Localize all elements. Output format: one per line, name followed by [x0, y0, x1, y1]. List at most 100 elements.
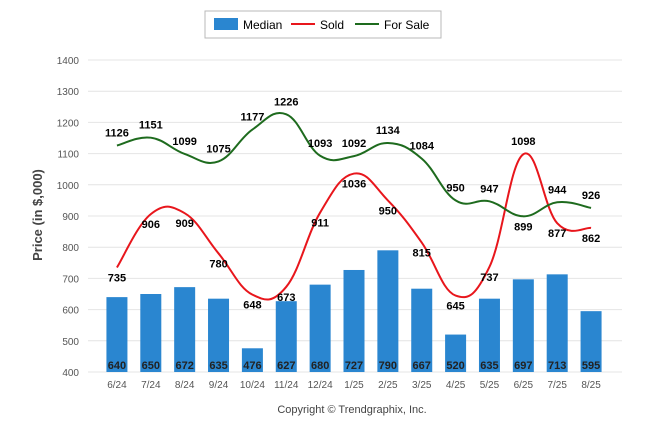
median-bar-label-2: 672 — [175, 360, 193, 372]
legend-label-for-sale: For Sale — [384, 18, 430, 32]
copyright-text: Copyright © Trendgraphix, Inc. — [277, 404, 426, 416]
x-tick-label-7-24: 7/24 — [141, 380, 161, 391]
median-bar-12 — [512, 279, 534, 372]
y-tick-label-800: 800 — [62, 243, 79, 254]
sold-label-13: 877 — [548, 228, 566, 240]
x-tick-label-8-25: 8/25 — [581, 380, 601, 391]
legend-label-median: Median — [243, 18, 282, 32]
sold-label-11: 737 — [480, 272, 498, 284]
x-tick-label-6-24: 6/24 — [107, 380, 127, 391]
x-tick-label-8-24: 8/24 — [175, 380, 195, 391]
median-bar-11 — [478, 298, 500, 372]
sold-label-2: 909 — [175, 218, 193, 230]
median-bar-10 — [445, 334, 467, 372]
x-tick-label-9-24: 9/24 — [209, 380, 229, 391]
sold-label-8: 950 — [379, 205, 397, 217]
median-bar-label-8: 790 — [379, 360, 397, 372]
y-tick-label-1100: 1100 — [57, 150, 79, 161]
x-tick-label-6-25: 6/25 — [514, 380, 534, 391]
median-bar-7 — [343, 269, 365, 372]
x-axis-ticks: 6/24 7/24 8/24 9/24 10/24 11/24 12/24 1/25 2/25 3… — [107, 380, 601, 391]
y-tick-label-600: 600 — [62, 306, 79, 317]
x-tick-label-7-25: 7/25 — [547, 380, 567, 391]
sold-line — [116, 152, 592, 301]
sold-label-10: 645 — [446, 301, 464, 313]
median-bar-1 — [140, 294, 162, 372]
x-tick-label-5-25: 5/25 — [480, 380, 500, 391]
x-tick-label-12-24: 12/24 — [308, 380, 333, 391]
median-bar-label-12: 697 — [514, 360, 532, 372]
sold-label-0: 735 — [108, 272, 126, 284]
x-tick-label-4-25: 4/25 — [446, 380, 466, 391]
legend-label-sold: Sold — [320, 18, 344, 32]
median-bar-label-7: 727 — [345, 360, 363, 372]
legend-box — [204, 10, 442, 39]
y-tick-label-1300: 1300 — [57, 87, 80, 98]
median-bar-4 — [241, 348, 263, 372]
bars — [106, 250, 602, 372]
median-bar-13 — [546, 274, 568, 372]
legend: Median Sold For Sale — [204, 10, 442, 39]
median-bar-label-0: 640 — [108, 360, 126, 372]
median-bar-label-4: 476 — [243, 360, 261, 372]
for-sale-label-6: 1093 — [308, 138, 332, 150]
for-sale-label-12: 899 — [514, 221, 532, 233]
y-tick-label-1000: 1000 — [57, 181, 80, 192]
median-bar-label-13: 713 — [548, 360, 566, 372]
median-bar-label-11: 635 — [480, 360, 498, 372]
median-bar-6 — [309, 284, 331, 372]
median-bar-14 — [580, 311, 602, 372]
y-tick-label-900: 900 — [62, 212, 79, 223]
for-sale-line — [116, 112, 592, 218]
for-sale-label-13: 944 — [548, 184, 567, 196]
median-bar-0 — [106, 297, 128, 372]
y-axis-label: Price (in $,000) — [30, 169, 45, 261]
sold-label-6: 911 — [311, 218, 329, 230]
median-bar-label-1: 650 — [142, 360, 160, 372]
x-tick-label-11-24: 11/24 — [274, 380, 299, 391]
sold-label-9: 815 — [413, 248, 431, 260]
data-labels: 640 650 672 635 476 627 680 727 790 667 520 635 697 7… — [105, 96, 600, 372]
median-bar-5 — [275, 301, 297, 372]
median-bar-3 — [208, 298, 230, 372]
for-sale-label-9: 1084 — [409, 141, 434, 153]
sold-label-3: 780 — [209, 258, 227, 270]
median-bar-label-6: 680 — [311, 360, 329, 372]
median-bar-label-5: 627 — [277, 360, 295, 372]
x-tick-label-10-24: 10/24 — [240, 380, 265, 391]
for-sale-label-0: 1126 — [105, 127, 129, 139]
y-tick-label-1400: 1400 — [57, 56, 80, 67]
sold-label-14: 862 — [582, 233, 600, 245]
for-sale-label-8: 1134 — [376, 125, 401, 137]
median-bar-label-10: 520 — [446, 360, 464, 372]
sold-label-5: 673 — [277, 292, 295, 304]
for-sale-label-1: 1151 — [139, 120, 163, 132]
y-tick-label-500: 500 — [62, 337, 79, 348]
median-bar-label-14: 595 — [582, 360, 600, 372]
sold-label-4: 648 — [243, 300, 261, 312]
median-bar-label-3: 635 — [209, 360, 227, 372]
sold-label-1: 906 — [142, 219, 160, 231]
for-sale-label-4: 1177 — [240, 112, 264, 124]
for-sale-label-14: 926 — [582, 190, 600, 202]
x-tick-label-2-25: 2/25 — [378, 380, 398, 391]
median-bar-9 — [411, 288, 433, 372]
for-sale-label-11: 947 — [480, 183, 498, 195]
median-bar-2 — [174, 287, 196, 372]
for-sale-label-3: 1075 — [206, 143, 230, 155]
sold-label-12: 1098 — [511, 136, 535, 148]
y-tick-label-1200: 1200 — [57, 118, 80, 129]
median-bar-8 — [377, 250, 399, 372]
lines — [116, 112, 592, 301]
y-axis-ticks: 400 500 600 700 800 900 1000 1100 1200 1300 1400 — [57, 56, 80, 379]
y-tick-label-700: 700 — [62, 274, 79, 285]
for-sale-label-5: 1226 — [274, 96, 298, 108]
legend-swatch-median — [214, 18, 238, 30]
for-sale-label-2: 1099 — [172, 136, 196, 148]
for-sale-label-10: 950 — [446, 182, 464, 194]
median-bar-label-9: 667 — [413, 360, 431, 372]
for-sale-label-7: 1092 — [342, 138, 366, 150]
sold-label-7: 1036 — [342, 179, 366, 191]
x-tick-label-3-25: 3/25 — [412, 380, 432, 391]
